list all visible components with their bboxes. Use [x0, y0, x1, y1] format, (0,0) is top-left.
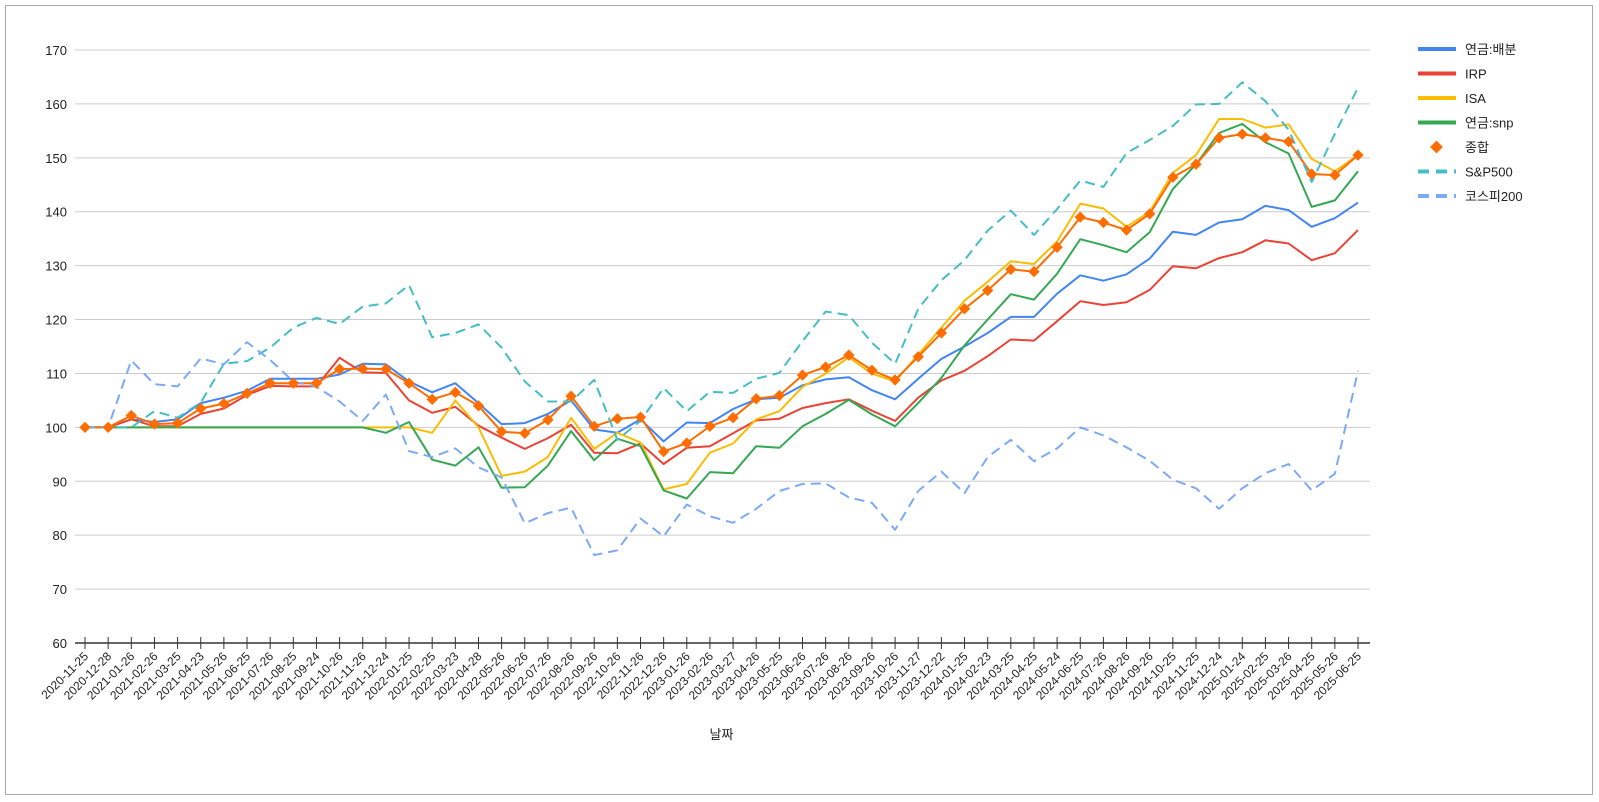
- y-tick-label: 140: [45, 205, 67, 220]
- y-tick-label: 170: [45, 43, 67, 58]
- series-marker: [218, 397, 230, 410]
- series-marker: [912, 351, 924, 363]
- series-marker: [819, 361, 832, 373]
- series-line: [85, 229, 1359, 465]
- y-tick-label: 160: [45, 97, 67, 112]
- legend-item[interactable]: 종합: [1430, 140, 1489, 155]
- series-marker: [704, 420, 716, 432]
- legend-label: S&P500: [1465, 165, 1513, 180]
- series-marker: [796, 369, 809, 381]
- series-marker: [750, 393, 762, 405]
- series-marker: [727, 412, 739, 424]
- y-tick-label: 120: [45, 313, 67, 328]
- series-markers: [79, 128, 1364, 458]
- series-line: [85, 122, 1359, 500]
- series-marker: [1005, 263, 1017, 276]
- series-marker: [472, 400, 485, 412]
- series-marker: [195, 402, 207, 415]
- legend-item[interactable]: 코스피200: [1418, 189, 1523, 204]
- y-tick-label: 110: [46, 366, 67, 381]
- series-marker: [1051, 241, 1063, 253]
- chart-frame: [5, 5, 1593, 795]
- legend[interactable]: 연금:배분 IRP ISA 연금:snp 종합 S&P500 코스피200: [1418, 42, 1523, 204]
- y-tick-label: 150: [45, 151, 67, 166]
- series-marker: [333, 363, 346, 375]
- series-marker: [171, 417, 184, 429]
- series-marker: [519, 427, 531, 439]
- series-marker: [1097, 216, 1110, 229]
- y-tick-label: 130: [45, 259, 67, 274]
- series-marker: [866, 364, 878, 376]
- series-marker: [426, 393, 438, 405]
- series-marker: [1329, 169, 1341, 181]
- series-marker: [287, 377, 299, 389]
- legend-swatch: [1430, 140, 1443, 154]
- series-marker: [1259, 132, 1272, 144]
- series-marker: [1074, 211, 1086, 223]
- x-axis-title: 날짜: [710, 727, 734, 742]
- series-marker: [403, 377, 415, 389]
- series-marker: [681, 437, 693, 449]
- series-marker: [565, 390, 577, 402]
- legend-item[interactable]: IRP: [1418, 67, 1487, 82]
- series-marker: [982, 284, 994, 297]
- series-marker: [264, 377, 276, 389]
- legend-label: ISA: [1465, 91, 1486, 106]
- series-marker: [1167, 171, 1179, 183]
- legend-label: 연금:배분: [1465, 42, 1516, 57]
- legend-item[interactable]: S&P500: [1418, 165, 1513, 180]
- series-marker: [958, 303, 971, 315]
- series-marker: [542, 414, 554, 426]
- series-marker: [935, 327, 948, 339]
- series-marker: [449, 386, 461, 398]
- x-axis: [75, 637, 1370, 649]
- series-line: [85, 201, 1359, 443]
- series-marker: [1306, 168, 1318, 180]
- y-tick-label: 60: [53, 636, 67, 651]
- series-line: [85, 118, 1359, 491]
- series-marker: [1352, 149, 1364, 161]
- y-tick-label: 100: [45, 420, 67, 435]
- legend-item[interactable]: 연금:snp: [1418, 116, 1514, 131]
- y-tick-label: 90: [53, 474, 67, 489]
- series-marker: [773, 389, 786, 402]
- series-marker: [148, 418, 161, 430]
- series-marker: [241, 387, 253, 400]
- series-marker: [1282, 135, 1295, 148]
- legend-label: 종합: [1465, 140, 1489, 155]
- series-marker: [102, 421, 114, 434]
- y-tick-label: 80: [53, 528, 67, 543]
- series-marker: [79, 421, 91, 434]
- grid-lines: [75, 49, 1370, 644]
- y-axis-tick-labels: 60 70 80 90 100 110 120 130 140 150 160 170: [45, 43, 67, 651]
- series-marker: [843, 349, 855, 361]
- series-marker: [1213, 132, 1225, 144]
- series-lines: [85, 81, 1359, 557]
- series-marker: [634, 411, 647, 423]
- series-marker: [1144, 208, 1156, 220]
- legend-item[interactable]: 연금:배분: [1418, 42, 1516, 57]
- legend-label: 연금:snp: [1465, 116, 1514, 131]
- series-marker: [1120, 224, 1133, 236]
- legend-label: 코스피200: [1465, 189, 1523, 204]
- series-line: [85, 81, 1359, 441]
- series-marker: [588, 420, 600, 432]
- series-marker: [495, 426, 508, 438]
- legend-label: IRP: [1465, 67, 1487, 82]
- series-marker: [1236, 128, 1248, 140]
- series-marker: [657, 445, 670, 458]
- series-marker: [357, 362, 369, 375]
- series-marker: [310, 377, 323, 389]
- series-marker: [889, 374, 901, 386]
- y-tick-label: 70: [53, 582, 67, 597]
- x-axis-tick-labels: 2020-11-252020-12-282021-01-262021-02-26…: [38, 649, 1364, 703]
- series-marker: [1190, 158, 1202, 170]
- series-marker: [611, 413, 624, 425]
- legend-item[interactable]: ISA: [1418, 91, 1486, 106]
- series-marker: [1028, 265, 1040, 278]
- series-marker: [380, 363, 392, 375]
